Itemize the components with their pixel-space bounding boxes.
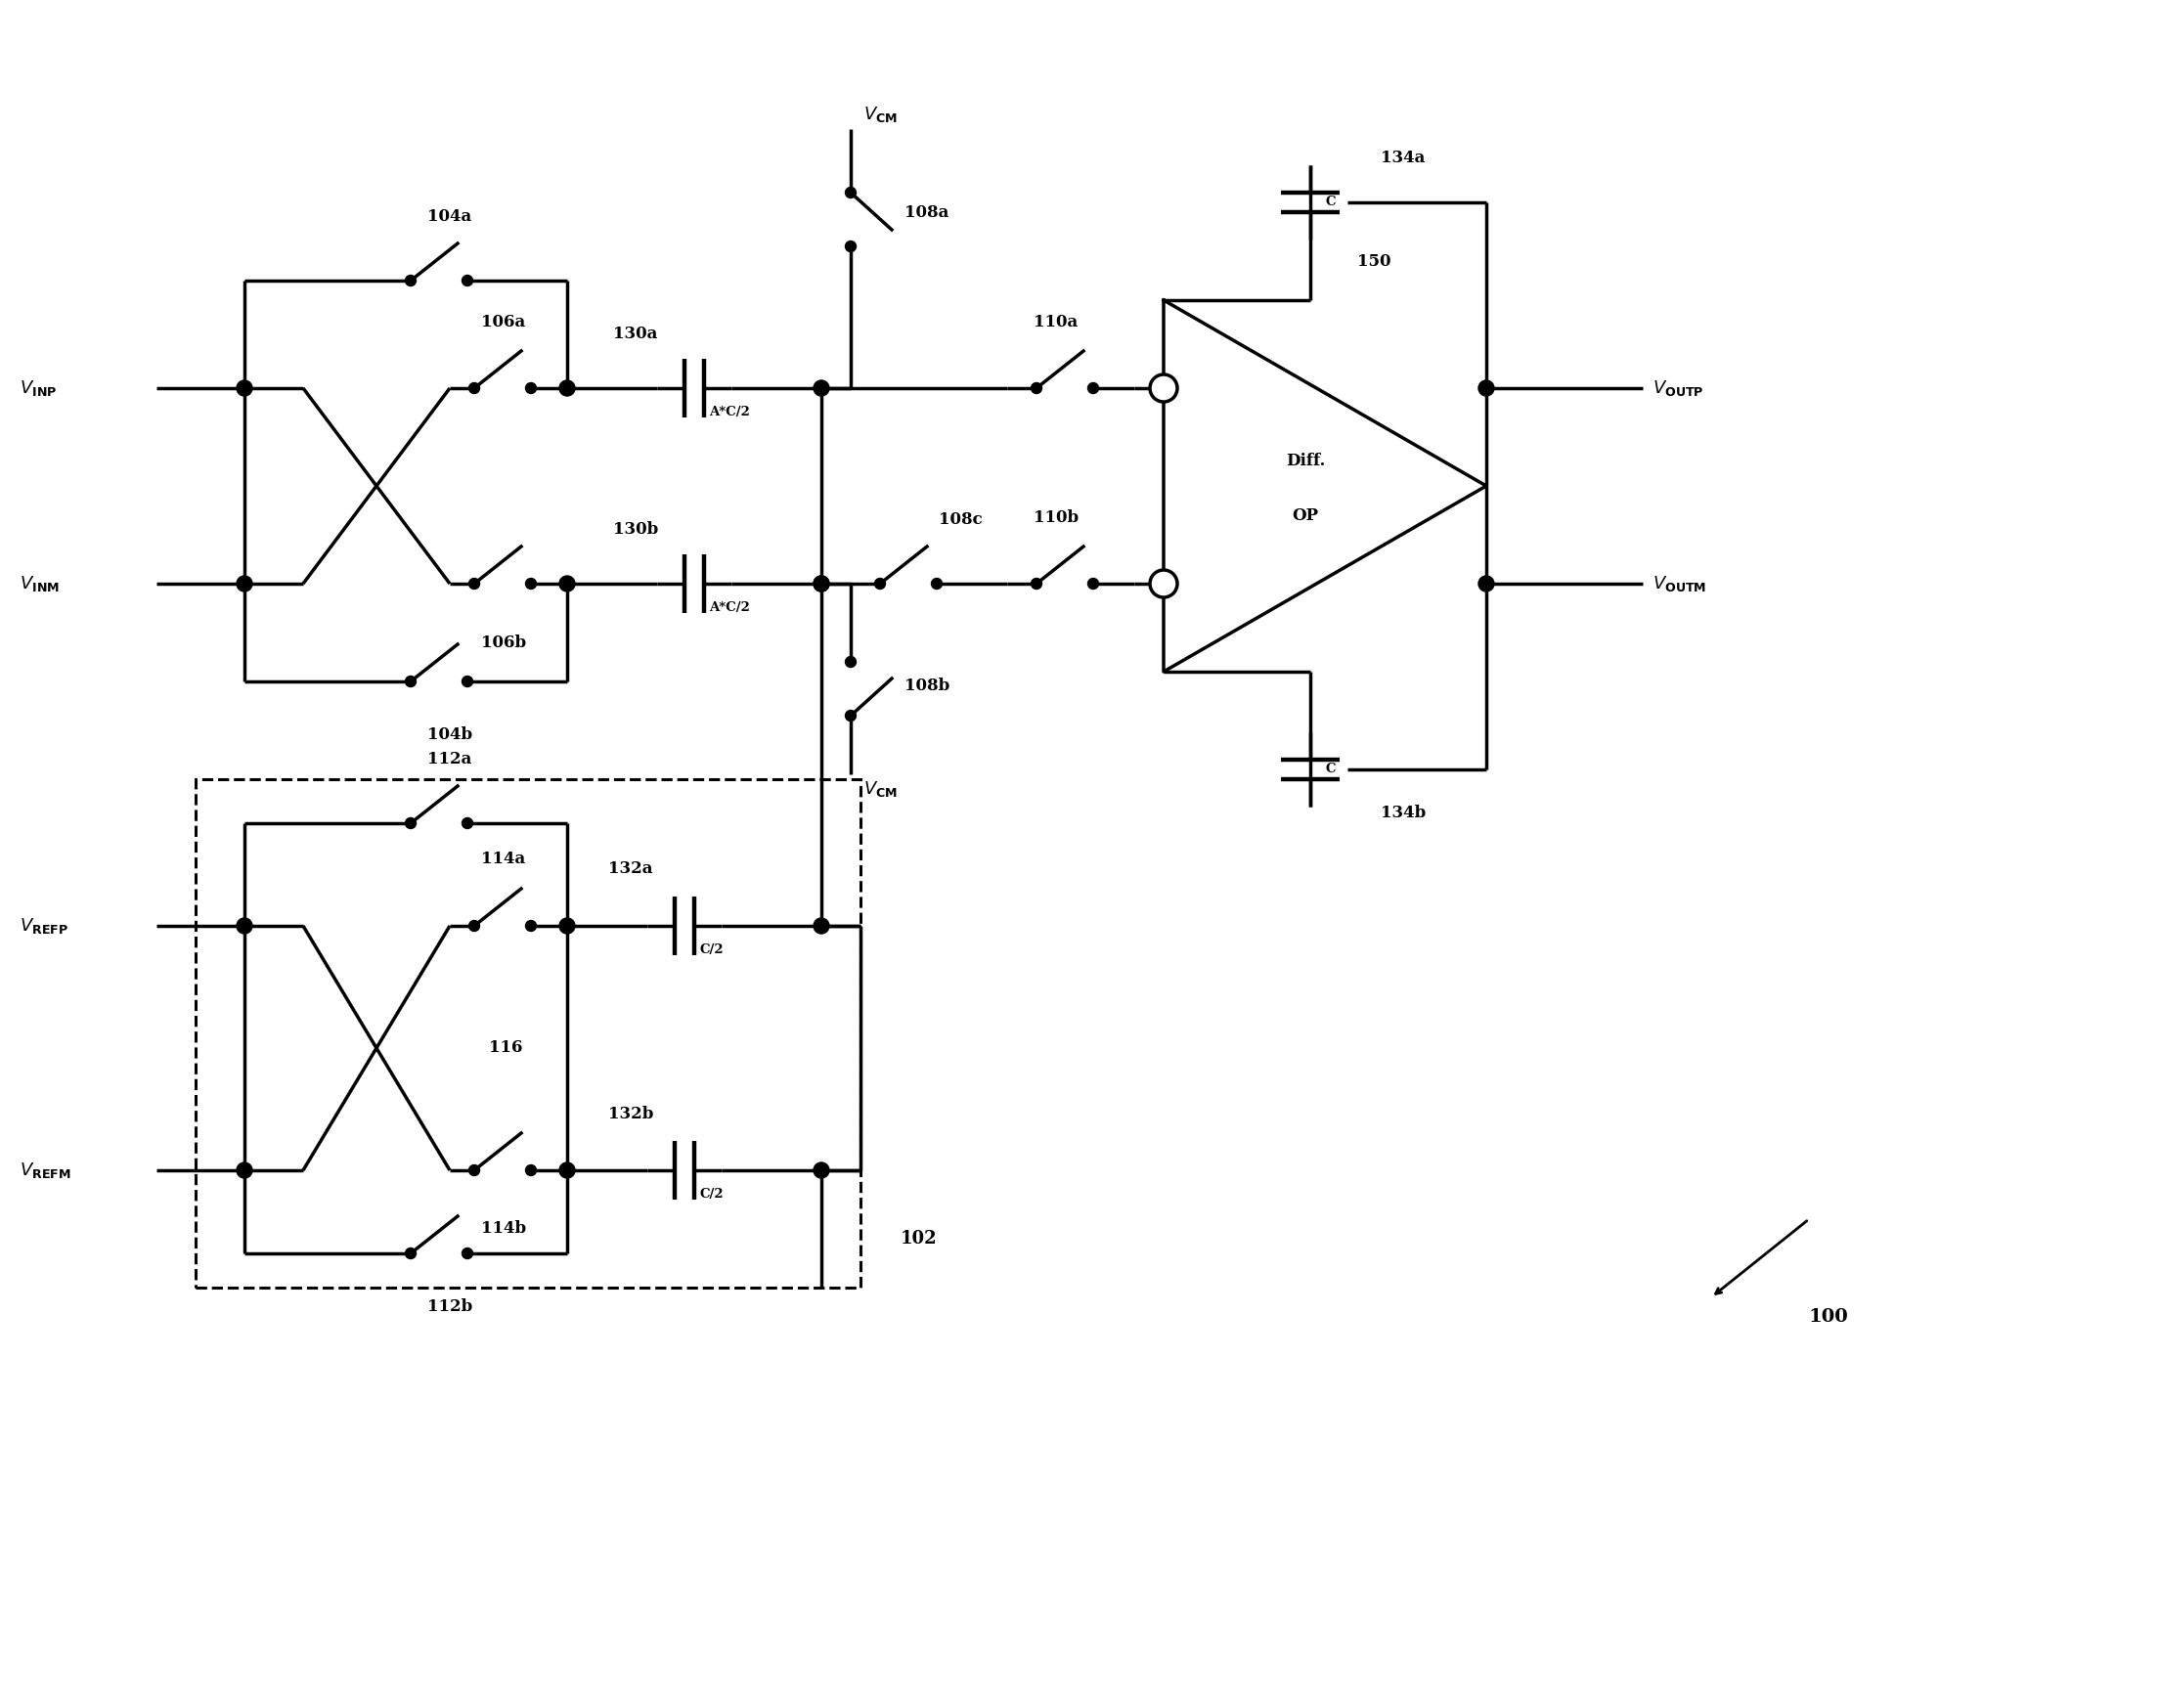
- Text: OP: OP: [1292, 507, 1318, 524]
- Text: $V_{\mathbf{INM}}$: $V_{\mathbf{INM}}$: [19, 574, 60, 593]
- Text: Diff.: Diff.: [1285, 453, 1324, 470]
- Circle shape: [469, 921, 480, 931]
- Text: A*C/2: A*C/2: [708, 601, 750, 613]
- Circle shape: [814, 917, 829, 934]
- Circle shape: [845, 711, 855, 721]
- Text: 132b: 132b: [607, 1105, 652, 1122]
- Circle shape: [559, 1163, 575, 1179]
- Text: 130a: 130a: [613, 326, 659, 343]
- Circle shape: [525, 921, 536, 931]
- Text: $V_{\mathbf{CM}}$: $V_{\mathbf{CM}}$: [864, 104, 896, 125]
- Text: 104b: 104b: [428, 728, 473, 743]
- Text: $V_{\mathbf{REFP}}$: $V_{\mathbf{REFP}}$: [19, 915, 69, 936]
- Circle shape: [462, 676, 473, 687]
- Text: 108c: 108c: [940, 512, 983, 528]
- Circle shape: [1089, 383, 1099, 393]
- Circle shape: [238, 381, 253, 396]
- Text: C/2: C/2: [700, 943, 724, 956]
- Circle shape: [1030, 383, 1041, 393]
- Text: 106a: 106a: [482, 313, 525, 330]
- Circle shape: [525, 579, 536, 589]
- Circle shape: [931, 579, 942, 589]
- Text: 110a: 110a: [1035, 313, 1078, 330]
- Text: 102: 102: [901, 1230, 937, 1247]
- Circle shape: [1089, 579, 1099, 589]
- Text: 108a: 108a: [905, 203, 948, 220]
- Text: 116: 116: [490, 1040, 523, 1056]
- Circle shape: [238, 576, 253, 591]
- Circle shape: [1030, 579, 1041, 589]
- Circle shape: [238, 1163, 253, 1179]
- Circle shape: [1149, 374, 1177, 401]
- Text: 150: 150: [1356, 253, 1391, 270]
- Circle shape: [469, 383, 480, 393]
- Text: 112b: 112b: [428, 1298, 473, 1315]
- Circle shape: [406, 275, 417, 285]
- Text: 112a: 112a: [428, 752, 473, 769]
- Circle shape: [525, 1165, 536, 1175]
- Circle shape: [406, 1249, 417, 1259]
- Circle shape: [814, 1163, 829, 1179]
- Text: C/2: C/2: [700, 1187, 724, 1201]
- Circle shape: [406, 818, 417, 828]
- Circle shape: [462, 275, 473, 285]
- Text: 110b: 110b: [1032, 509, 1078, 526]
- Text: 100: 100: [1808, 1308, 1849, 1325]
- Circle shape: [845, 656, 855, 668]
- Text: $V_{\mathbf{CM}}$: $V_{\mathbf{CM}}$: [864, 779, 896, 799]
- Text: $V_{\mathbf{INP}}$: $V_{\mathbf{INP}}$: [19, 379, 56, 398]
- Text: 132a: 132a: [609, 861, 652, 878]
- Circle shape: [525, 383, 536, 393]
- Circle shape: [238, 917, 253, 934]
- Circle shape: [406, 676, 417, 687]
- Circle shape: [462, 818, 473, 828]
- Text: $V_{\mathbf{OUTM}}$: $V_{\mathbf{OUTM}}$: [1652, 574, 1706, 593]
- Text: 104a: 104a: [428, 208, 471, 225]
- Circle shape: [559, 381, 575, 396]
- Circle shape: [845, 188, 855, 198]
- Circle shape: [814, 576, 829, 591]
- Circle shape: [469, 579, 480, 589]
- Circle shape: [814, 381, 829, 396]
- Circle shape: [1477, 576, 1495, 591]
- Text: 108b: 108b: [905, 678, 950, 695]
- Circle shape: [559, 576, 575, 591]
- Circle shape: [875, 579, 886, 589]
- Text: 134a: 134a: [1380, 150, 1426, 167]
- Circle shape: [845, 241, 855, 251]
- Text: 114a: 114a: [482, 851, 525, 868]
- Text: A*C/2: A*C/2: [708, 407, 750, 418]
- Circle shape: [469, 1165, 480, 1175]
- Text: 134b: 134b: [1380, 804, 1426, 822]
- Text: C: C: [1324, 763, 1335, 775]
- Circle shape: [559, 917, 575, 934]
- Text: $V_{\mathbf{REFM}}$: $V_{\mathbf{REFM}}$: [19, 1160, 71, 1180]
- Circle shape: [1149, 570, 1177, 598]
- Text: C: C: [1324, 196, 1335, 208]
- Text: 130b: 130b: [613, 521, 659, 538]
- Text: 114b: 114b: [482, 1221, 527, 1237]
- Circle shape: [462, 1249, 473, 1259]
- Circle shape: [1477, 381, 1495, 396]
- Text: $V_{\mathbf{OUTP}}$: $V_{\mathbf{OUTP}}$: [1652, 379, 1704, 398]
- Circle shape: [814, 576, 829, 591]
- Text: 106b: 106b: [482, 634, 527, 651]
